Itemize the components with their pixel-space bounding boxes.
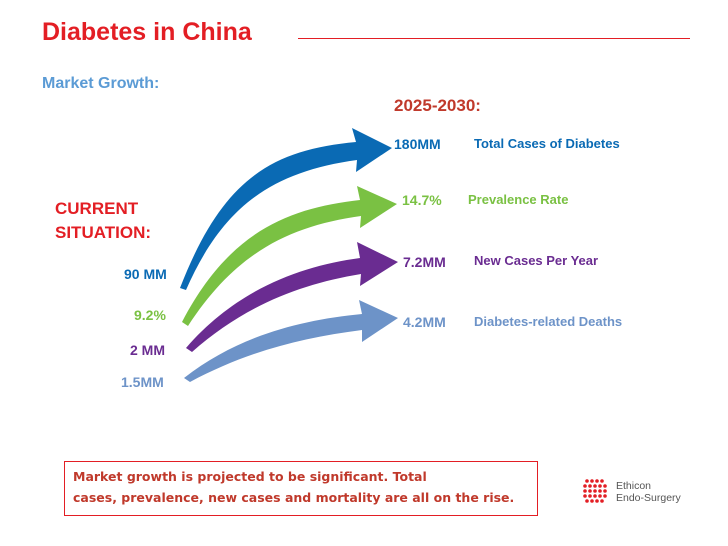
logo-line1: Ethicon — [616, 480, 652, 492]
logo-wordmark: Ethicon Endo-Surgery — [616, 480, 681, 504]
future-deaths: 4.2MM — [403, 314, 446, 330]
label-deaths: Diabetes-related Deaths — [474, 314, 623, 329]
ethicon-logo-icon — [583, 479, 607, 503]
future-total-cases: 180MM — [394, 136, 441, 152]
summary-note-line2: cases, prevalence, new cases and mortali… — [73, 490, 515, 505]
current-new-cases: 2 MM — [130, 342, 165, 358]
arrow-new-cases — [186, 242, 398, 352]
future-new-cases: 7.2MM — [403, 254, 446, 270]
arrow-total-cases — [180, 128, 392, 290]
current-total-cases: 90 MM — [124, 266, 167, 282]
title-divider — [298, 38, 690, 39]
summary-note: Market growth is projected to be signifi… — [64, 461, 538, 516]
current-heading-line2: SITUATION: — [55, 223, 152, 242]
current-heading-line1: CURRENT — [55, 199, 139, 218]
slide-title: Diabetes in China — [42, 18, 252, 46]
current-deaths: 1.5MM — [121, 374, 164, 390]
current-situation-heading: CURRENT SITUATION: — [55, 197, 151, 245]
section-subtitle: Market Growth: — [42, 75, 160, 92]
label-total-cases: Total Cases of Diabetes — [474, 136, 620, 151]
label-prevalence-rate: Prevalence Rate — [468, 192, 569, 207]
arrow-prevalence-rate — [182, 186, 397, 326]
forecast-period: 2025-2030: — [394, 96, 481, 115]
current-prevalence-rate: 9.2% — [134, 307, 166, 323]
future-prevalence-rate: 14.7% — [402, 192, 442, 208]
arrow-deaths — [184, 300, 398, 382]
summary-note-line1: Market growth is projected to be signifi… — [73, 469, 427, 484]
logo-line2: Endo-Surgery — [616, 492, 681, 504]
label-new-cases: New Cases Per Year — [474, 253, 599, 268]
